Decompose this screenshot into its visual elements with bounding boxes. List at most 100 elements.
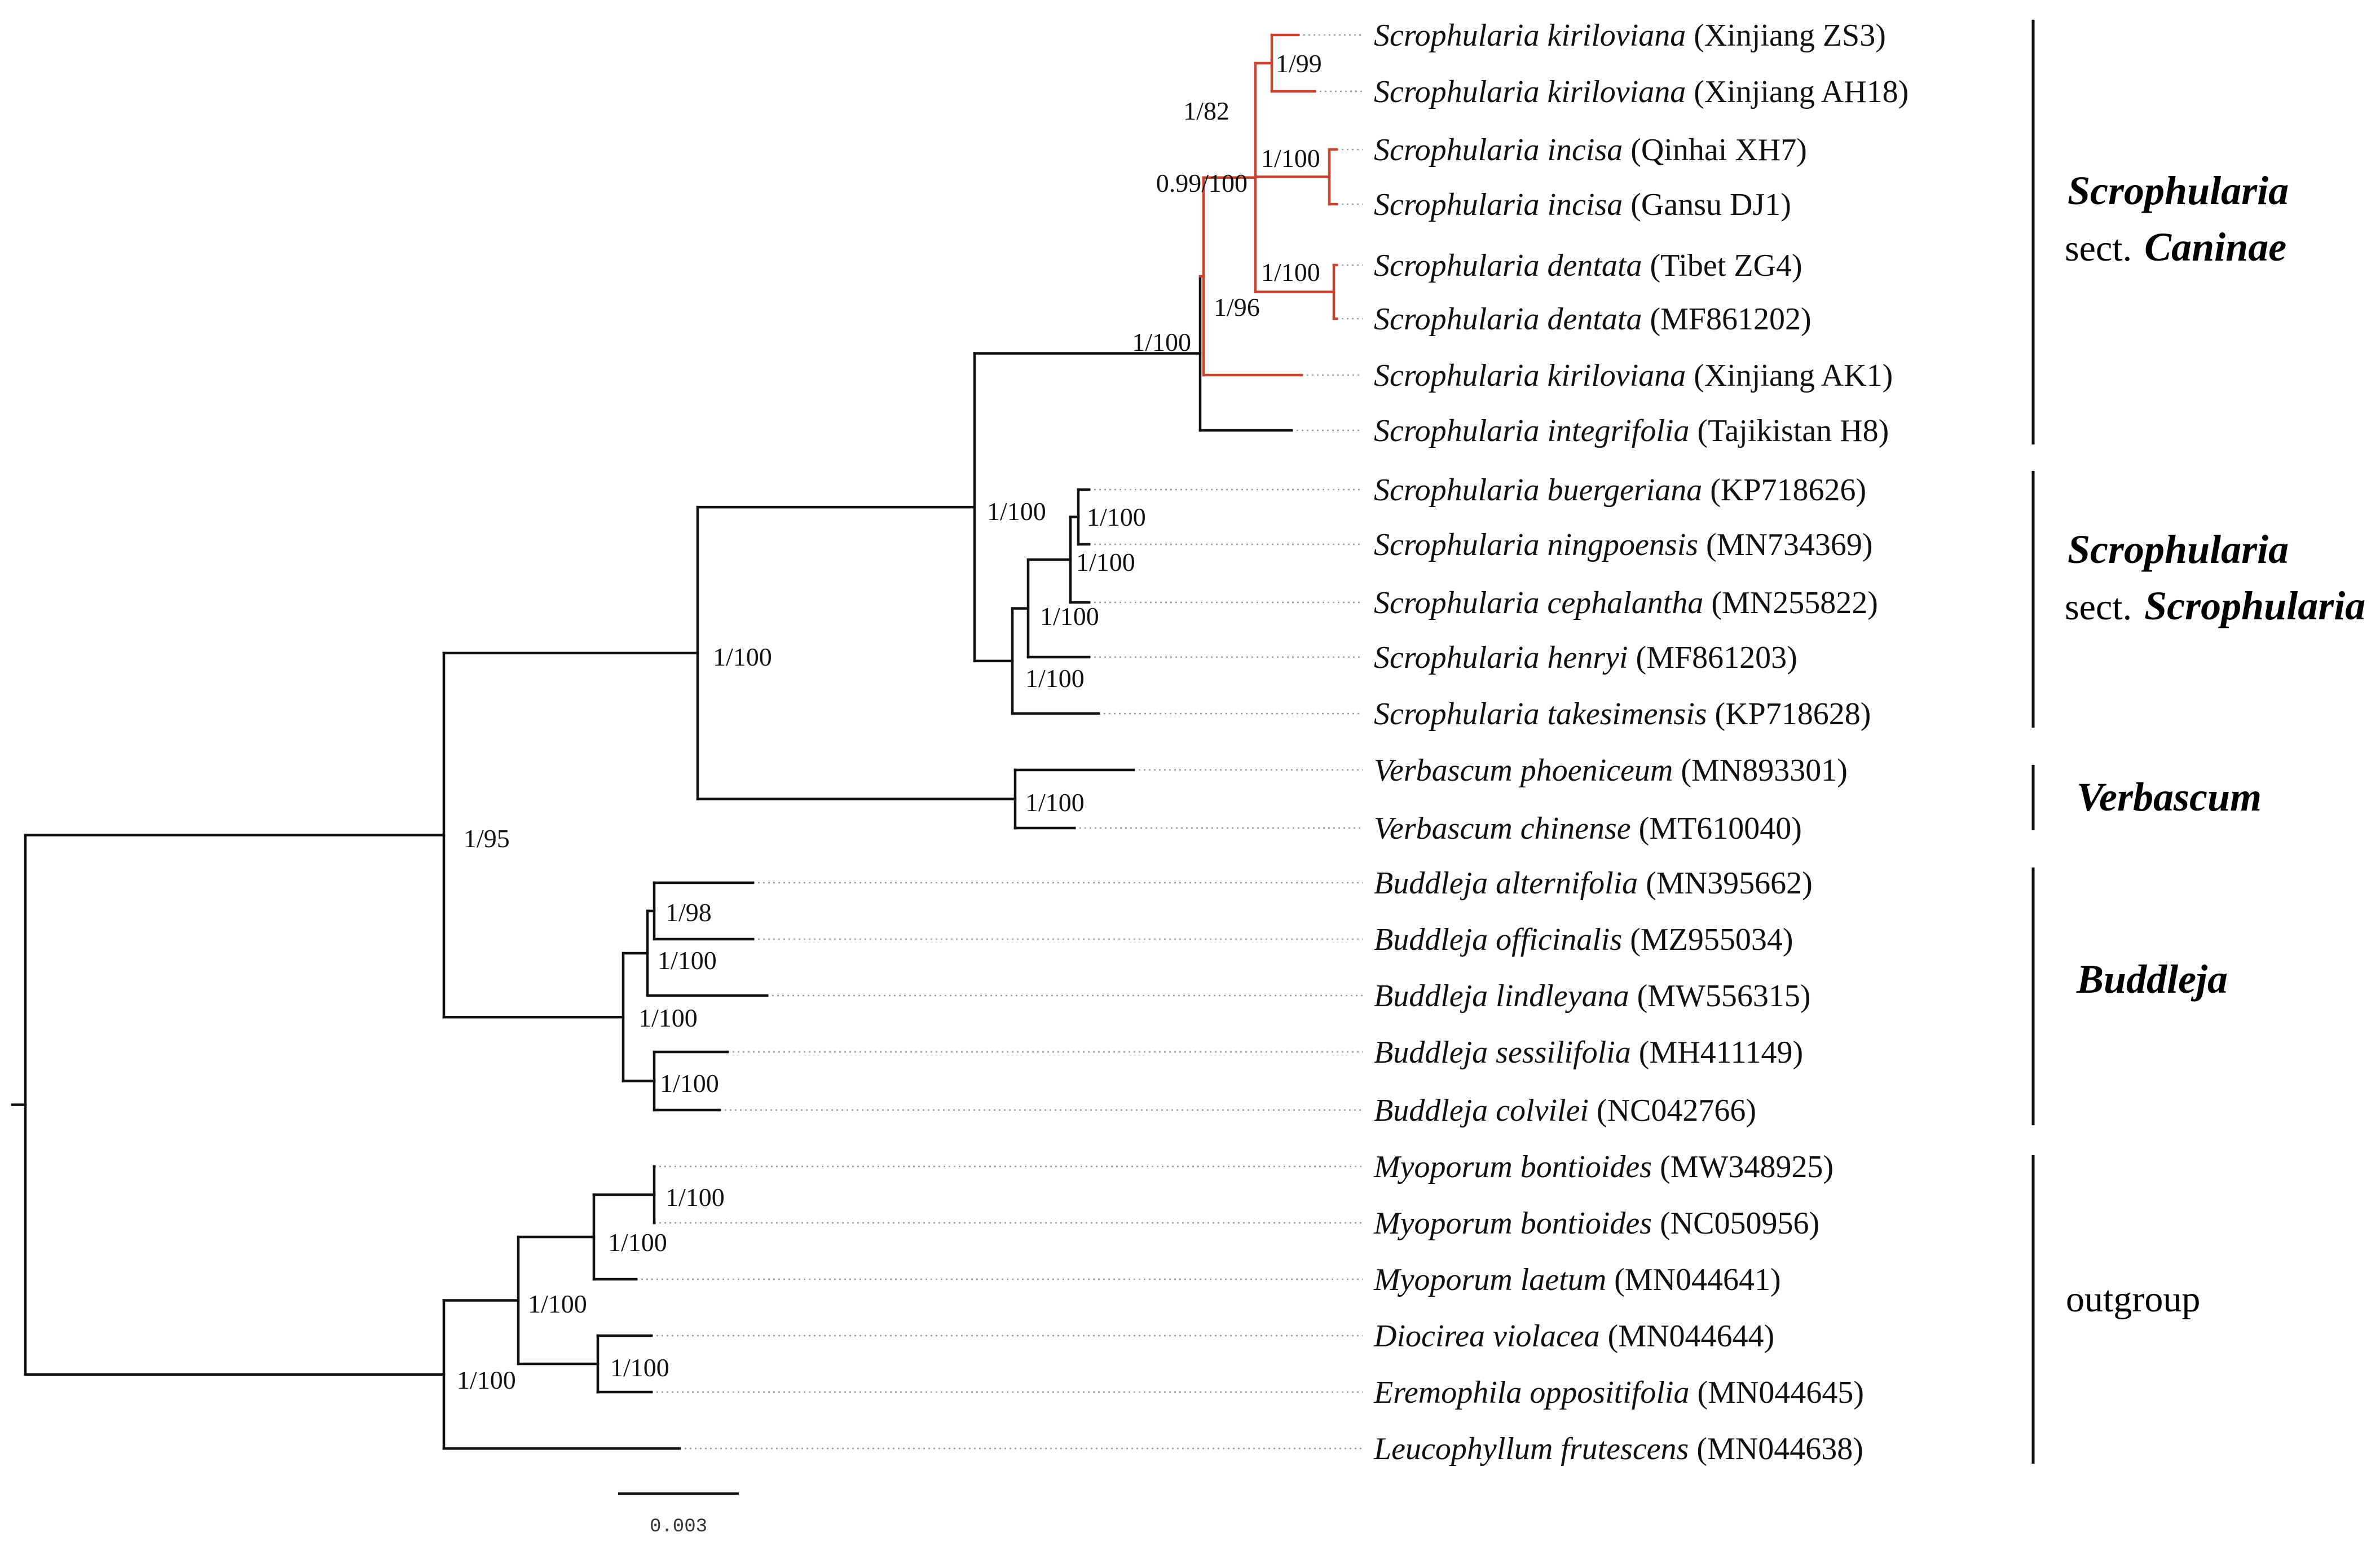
taxon-label: Scrophularia dentata (Tibet ZG4)	[1374, 248, 1802, 283]
clade-section-prefix: sect.	[2065, 587, 2132, 628]
taxon-label: Scrophularia takesimensis (KP718628)	[1374, 697, 1871, 732]
taxon-label: Scrophularia buergeriana (KP718626)	[1374, 473, 1866, 508]
taxon-label: Buddleja alternifolia (MN395662)	[1374, 866, 1813, 901]
taxon-species-name: Buddleja officinalis	[1374, 922, 1622, 957]
taxon-accession: (KP718626)	[1710, 473, 1866, 508]
taxon-accession: (KP718628)	[1715, 697, 1871, 732]
clade-label-buddleja: Buddleja	[2076, 957, 2228, 1002]
support-value-n-b12: 1/98	[665, 898, 712, 927]
taxon-species-name: Buddleja alternifolia	[1374, 866, 1638, 901]
taxon-label: Verbascum phoeniceum (MN893301)	[1374, 753, 1848, 788]
taxon-accession: (MN044644)	[1608, 1319, 1775, 1354]
taxon-species-name: Myoporum bontioides	[1373, 1150, 1652, 1184]
taxon-species-name: Myoporum laetum	[1373, 1262, 1606, 1297]
clade-section: Scrophularia	[2144, 583, 2365, 628]
taxon-accession: (MW556315)	[1637, 979, 1811, 1014]
taxon-accession: (Tibet ZG4)	[1650, 248, 1802, 283]
support-value-n-budd: 1/100	[638, 1003, 698, 1032]
taxon-label: Myoporum bontioides (MW348925)	[1373, 1150, 1834, 1184]
taxon-accession: (MN044645)	[1697, 1375, 1864, 1410]
taxon-accession: (MF861202)	[1650, 302, 1811, 337]
scale-bar-label: 0.003	[650, 1516, 707, 1538]
taxon-accession: (MF861203)	[1636, 640, 1797, 675]
taxon-species-name: Scrophularia incisa	[1374, 187, 1623, 222]
support-value-n-ks: 1/99	[1276, 49, 1322, 78]
taxon-label: Scrophularia dentata (MF861202)	[1374, 302, 1812, 337]
support-value-n-bnc: 1/100	[1076, 548, 1135, 576]
taxon-species-name: Eremophila oppositifolia	[1373, 1375, 1689, 1410]
taxon-species-name: Buddleja lindleyana	[1374, 979, 1629, 1014]
taxon-accession: (Tajikistan H8)	[1697, 413, 1889, 448]
taxon-accession: (Xinjiang ZS3)	[1694, 18, 1886, 53]
clade-genus: Scrophularia	[2068, 168, 2289, 213]
taxon-label: Scrophularia kiriloviana (Xinjiang ZS3)	[1374, 18, 1886, 53]
tree-branches	[11, 33, 1338, 1450]
support-value-n-myo: 1/100	[608, 1228, 667, 1257]
clade-label-verbascum: Verbascum	[2077, 774, 2262, 820]
taxon-label: Buddleja lindleyana (MW556315)	[1374, 979, 1811, 1014]
taxon-accession: (NC050956)	[1660, 1206, 1819, 1241]
taxon-label: Scrophularia incisa (Gansu DJ1)	[1374, 187, 1791, 222]
taxon-species-name: Scrophularia dentata	[1374, 302, 1642, 337]
support-value-n-red: 0.99/100	[1156, 169, 1248, 197]
support-value-n-verb: 1/100	[1025, 788, 1085, 817]
taxon-accession: (Qinhai XH7)	[1630, 133, 1807, 168]
taxon-label: Scrophularia henryi (MF861203)	[1374, 640, 1797, 675]
taxon-species-name: Scrophularia buergeriana	[1374, 473, 1702, 508]
taxon-species-name: Leucophyllum frutescens	[1373, 1432, 1689, 1467]
taxon-species-name: Myoporum bontioides	[1373, 1206, 1652, 1241]
taxon-label: Eremophila oppositifolia (MN044645)	[1373, 1375, 1864, 1410]
clade-labels: Scrophularia sect. Caninae Scrophularia …	[2065, 168, 2365, 1320]
clade-label-scrophularia: Scrophularia sect. Scrophularia	[2065, 527, 2365, 628]
taxon-label: Myoporum bontioides (NC050956)	[1373, 1206, 1819, 1241]
support-value-n-ingroup: 1/95	[464, 824, 510, 853]
taxon-label: Verbascum chinense (MT610040)	[1374, 811, 1802, 846]
taxon-accession: (MT610040)	[1639, 811, 1802, 846]
taxon-species-name: Scrophularia henryi	[1374, 640, 1628, 675]
taxon-species-name: Scrophularia cephalantha	[1374, 585, 1703, 620]
taxon-label: Buddleja colvilei (NC042766)	[1374, 1093, 1756, 1128]
taxon-accession: (Xinjiang AK1)	[1694, 358, 1893, 393]
taxon-label: Scrophularia incisa (Qinhai XH7)	[1374, 133, 1807, 168]
support-value-n-inc: 1/100	[1261, 144, 1320, 173]
clade-section: Caninae	[2144, 224, 2286, 270]
taxon-accession: (MN395662)	[1646, 866, 1813, 901]
taxon-species-name: Scrophularia kiriloviana	[1374, 74, 1686, 109]
taxon-label: Buddleja officinalis (MZ955034)	[1374, 922, 1793, 957]
taxon-label: Scrophularia cephalantha (MN255822)	[1374, 585, 1878, 620]
taxon-accession: (NC042766)	[1597, 1093, 1756, 1128]
taxon-label: Buddleja sessilifolia (MH411149)	[1374, 1035, 1803, 1070]
support-values: 1/991/1001/1001/820.99/1001/961/1001/100…	[457, 49, 1322, 1394]
taxon-accession: (MN044638)	[1696, 1432, 1863, 1467]
clade-label-caninae: Scrophularia sect. Caninae	[2065, 168, 2291, 270]
support-value-n-b123: 1/100	[658, 946, 717, 975]
support-value-n-kid: 1/82	[1183, 96, 1229, 125]
support-value-n-bn: 1/100	[1087, 503, 1146, 531]
scale-bar: 0.003	[618, 1492, 739, 1538]
taxon-label: Diocirea violacea (MN044644)	[1373, 1319, 1774, 1354]
support-value-n-bncht: 1/100	[1025, 664, 1085, 693]
taxon-label: Leucophyllum frutescens (MN044638)	[1373, 1432, 1863, 1467]
taxon-species-name: Scrophularia kiriloviana	[1374, 18, 1686, 53]
taxon-labels: Scrophularia kiriloviana (Xinjiang ZS3)Sc…	[1373, 18, 1909, 1467]
taxon-accession: (Xinjiang AH18)	[1694, 74, 1909, 109]
clade-section-prefix: sect.	[2065, 228, 2132, 269]
taxon-species-name: Scrophularia integrifolia	[1374, 413, 1689, 448]
taxon-species-name: Scrophularia dentata	[1374, 248, 1642, 283]
taxon-label: Scrophularia kiriloviana (Xinjiang AK1)	[1374, 358, 1893, 393]
support-value-n-outgroup: 1/100	[457, 1366, 516, 1394]
taxon-accession: (MH411149)	[1639, 1035, 1803, 1070]
taxon-accession: (MN893301)	[1681, 753, 1848, 788]
support-value-n-scroph: 1/100	[987, 497, 1046, 526]
support-value-n-den: 1/100	[1261, 258, 1320, 287]
taxon-species-name: Verbascum chinense	[1374, 811, 1631, 846]
taxon-species-name: Scrophularia ningpoensis	[1374, 527, 1698, 562]
support-value-n-caninae: 1/100	[1132, 328, 1191, 356]
support-value-n-sv: 1/100	[713, 642, 772, 671]
taxon-species-name: Scrophularia takesimensis	[1374, 697, 1707, 732]
taxon-accession: (MZ955034)	[1630, 922, 1793, 957]
support-value-n-redak1: 1/96	[1214, 293, 1260, 322]
leader-lines	[636, 34, 1363, 1450]
taxon-label: Scrophularia kiriloviana (Xinjiang AH18)	[1374, 74, 1909, 109]
